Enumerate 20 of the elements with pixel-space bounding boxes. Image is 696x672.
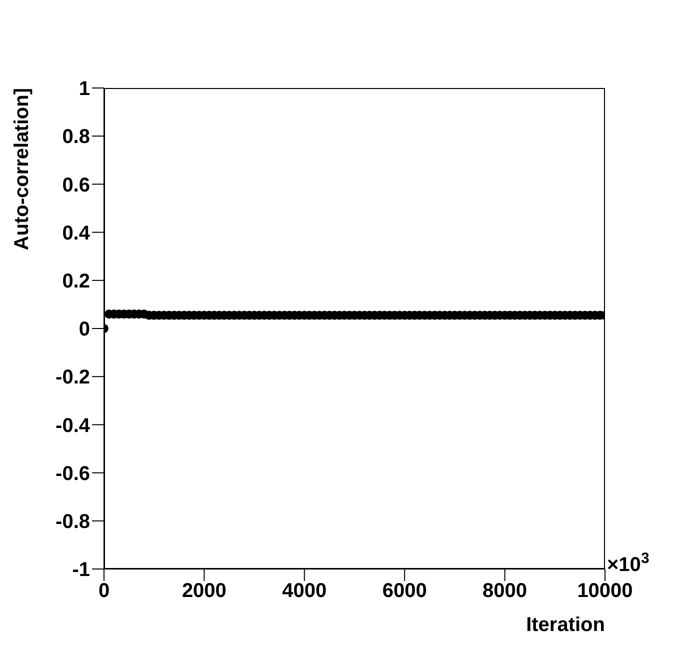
y-tick-label: 0.2 [62,270,90,292]
y-tick-label: -0.4 [56,414,91,437]
x-tick-label: 6000 [382,580,427,602]
y-tick-label: -0.8 [56,511,90,533]
x-tick-label: 2000 [182,580,226,602]
y-tick-label: -1 [72,559,90,582]
y-tick-label: -0.6 [56,462,90,485]
x-tick-label: 8000 [482,580,528,602]
y-tick-label: 1 [78,78,90,100]
y-tick-label: 0.6 [62,174,90,196]
x-axis-title: Iteration [526,614,605,636]
y-tick-label: 0.4 [62,222,91,244]
y-tick-label: 0.8 [62,126,90,148]
y-tick-label: -0.2 [56,366,90,389]
y-tick-label: 0 [78,318,90,341]
x-tick-label: 10000 [577,580,633,602]
y-axis-title: Auto-correlation] [11,88,33,250]
x-tick-label: 4000 [282,580,327,602]
text: ×10$^{3}$ [607,550,650,576]
x-tick-label: 0 [98,580,110,602]
